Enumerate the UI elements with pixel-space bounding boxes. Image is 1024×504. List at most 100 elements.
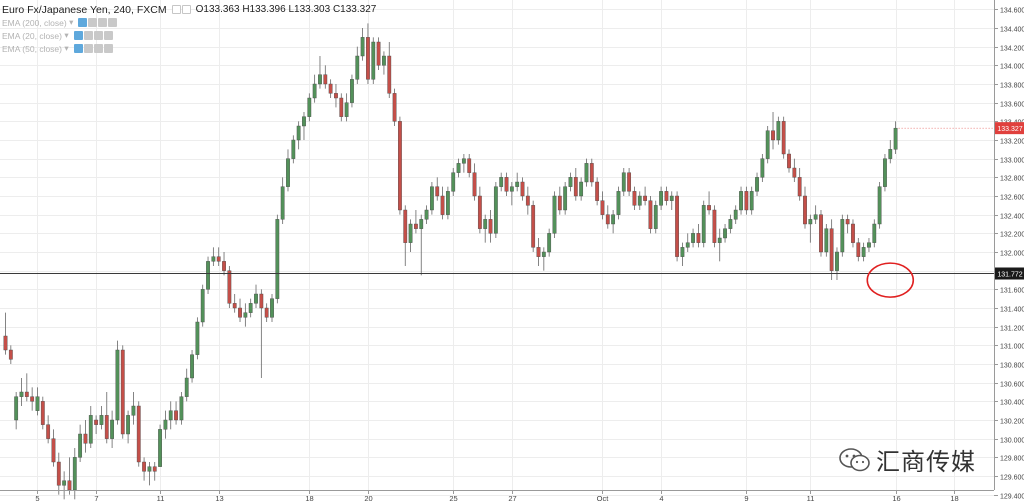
candle-body xyxy=(648,200,653,229)
candle-body xyxy=(632,191,637,206)
candle-body xyxy=(174,410,178,421)
time-tick-label: 20 xyxy=(364,494,372,503)
price-tick-label: 129.800 xyxy=(1000,456,1024,463)
candle-body xyxy=(51,438,56,463)
candle-body xyxy=(536,247,541,257)
settings-icon[interactable] xyxy=(88,18,98,27)
symbol-title[interactable]: Euro Fx/Japanese Yen, 240, FXCM xyxy=(2,3,167,16)
candle xyxy=(808,214,813,243)
candle xyxy=(621,168,626,196)
candle xyxy=(46,415,51,444)
indicator-row[interactable]: EMA (50, close) ▾ xyxy=(2,42,376,55)
more-icon[interactable] xyxy=(108,18,118,27)
candle xyxy=(845,214,850,234)
candle-body xyxy=(669,195,674,201)
candle xyxy=(573,168,578,201)
candle-body xyxy=(40,401,45,425)
candle xyxy=(515,172,520,192)
candle-body xyxy=(254,293,258,304)
close-icon[interactable] xyxy=(93,44,103,53)
price-axis[interactable]: 134.600 134.400 134.200 134.000 133.800 133.6… xyxy=(898,0,1024,504)
candle-body xyxy=(568,177,573,187)
candle xyxy=(835,247,839,280)
indicator-dropdown-icon[interactable]: ▾ xyxy=(62,43,69,53)
candle xyxy=(787,149,791,173)
candle xyxy=(323,65,328,89)
candle xyxy=(520,177,525,201)
candle-body xyxy=(520,181,525,197)
indicator-dropdown-icon[interactable]: ▾ xyxy=(66,17,74,27)
candle-body xyxy=(776,121,781,141)
candle xyxy=(877,182,882,229)
candle xyxy=(78,424,83,462)
candle-body xyxy=(179,396,184,421)
candle xyxy=(600,191,605,220)
candle-body xyxy=(56,461,61,486)
candle xyxy=(504,172,509,196)
candle xyxy=(712,205,717,248)
candle xyxy=(488,210,493,243)
price-tick-label: 131.000 xyxy=(1000,344,1024,351)
candle-body xyxy=(424,209,429,220)
time-axis[interactable]: 5 7 11 13 18 20 25 27 Oct 4 9 11 16 18 xyxy=(0,490,994,503)
candle xyxy=(51,429,56,467)
indicator-label: EMA (50, close) xyxy=(2,43,62,54)
candle xyxy=(254,284,258,308)
settings-icon[interactable] xyxy=(83,44,93,53)
candle-body xyxy=(797,177,802,197)
last-price-label: 133.327 xyxy=(997,126,1022,133)
more-icon[interactable] xyxy=(103,31,113,40)
price-tick-label: 130.400 xyxy=(1000,400,1024,407)
candle xyxy=(680,242,685,266)
price-tick-label: 134.600 xyxy=(1000,8,1024,15)
candle-body xyxy=(563,186,568,211)
indicator-row[interactable]: EMA (200, close) ▾ xyxy=(2,16,376,29)
eye-icon[interactable] xyxy=(171,5,181,14)
close-icon[interactable] xyxy=(98,18,108,27)
candle-body xyxy=(691,233,695,243)
indicator-row[interactable]: EMA (20, close) ▾ xyxy=(2,29,376,42)
candle xyxy=(355,46,360,84)
eye-icon[interactable] xyxy=(78,18,88,27)
candle xyxy=(312,74,317,103)
candle-body xyxy=(680,247,685,257)
candle xyxy=(424,205,429,224)
eye-icon[interactable] xyxy=(73,31,83,40)
candle-body xyxy=(483,219,488,229)
candle xyxy=(3,312,8,355)
candle xyxy=(408,219,413,252)
price-tick-label: 130.800 xyxy=(1000,363,1024,370)
candle xyxy=(632,186,637,210)
candle-body xyxy=(621,172,626,192)
candles[interactable] xyxy=(3,23,898,500)
candle-body xyxy=(493,186,498,234)
close-icon[interactable] xyxy=(93,31,103,40)
candle xyxy=(440,186,445,220)
more-icon[interactable] xyxy=(103,44,113,53)
candle xyxy=(40,396,45,430)
candle-body xyxy=(387,55,392,94)
candle xyxy=(829,219,834,280)
price-tick-label: 132.800 xyxy=(1000,176,1024,183)
legend-buttons xyxy=(171,5,192,14)
grid-lines xyxy=(0,0,994,496)
eye-icon[interactable] xyxy=(73,44,83,53)
settings-icon[interactable] xyxy=(181,5,191,14)
candle-body xyxy=(350,79,354,103)
candle xyxy=(110,410,115,448)
candle xyxy=(771,112,775,150)
candle xyxy=(664,186,669,206)
candle-body xyxy=(131,405,136,416)
candle-body xyxy=(211,256,216,262)
candle-body xyxy=(99,415,104,425)
settings-icon[interactable] xyxy=(83,31,93,40)
candle xyxy=(509,182,514,206)
candle-body xyxy=(72,457,77,491)
time-tick-label: 11 xyxy=(807,494,815,503)
candle xyxy=(707,191,711,215)
candle xyxy=(14,392,19,430)
indicator-dropdown-icon[interactable]: ▾ xyxy=(62,30,69,40)
candle-body xyxy=(733,209,738,220)
price-tick-label: 130.600 xyxy=(1000,382,1024,389)
